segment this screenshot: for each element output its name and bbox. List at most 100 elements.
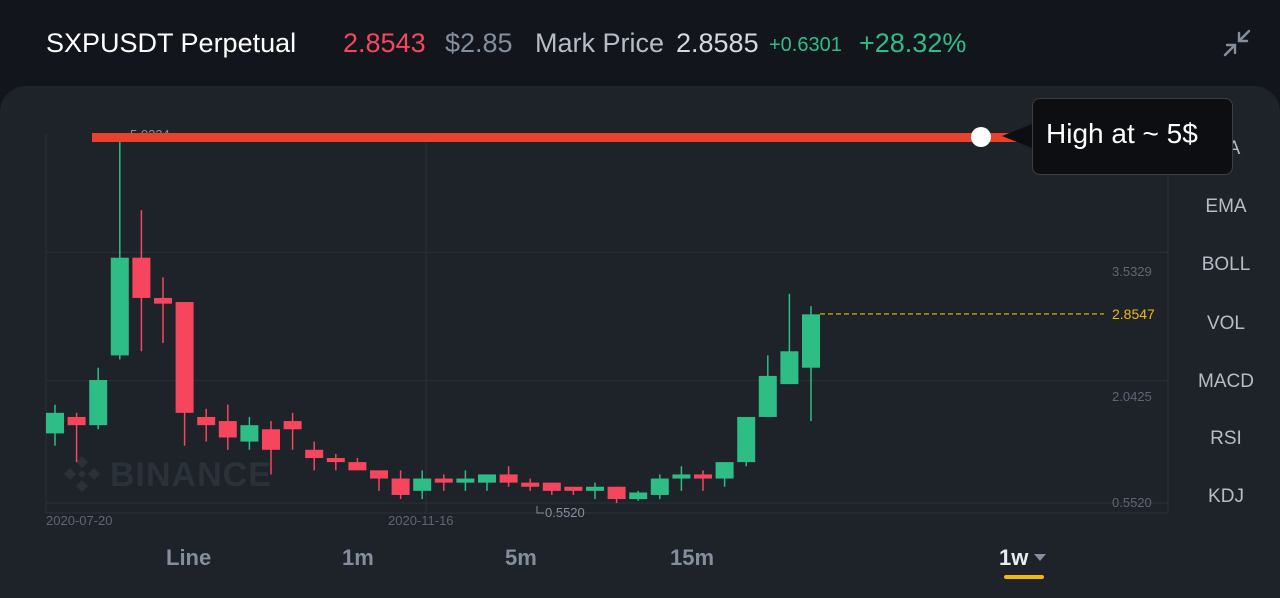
candle (110, 136, 129, 360)
candle (737, 416, 756, 467)
candle-body (67, 416, 86, 426)
candle (391, 470, 410, 500)
candle (607, 486, 626, 504)
candle (521, 478, 540, 491)
candle (46, 404, 64, 446)
last-price: 2.8543 (343, 28, 426, 58)
candle (586, 482, 604, 500)
candle-body (499, 474, 518, 483)
mark-price-label: Mark Price (535, 28, 665, 58)
candle (780, 293, 799, 385)
candlestick-chart[interactable]: BINANCE 3.5329 2.0425 0.5520 2.8547 0.5520… (0, 86, 1280, 598)
candle-body (305, 449, 324, 459)
candle (305, 441, 324, 471)
mark-price-value: 2.8585 (676, 28, 759, 58)
candle (218, 404, 237, 450)
header: SXPUSDT Perpetual 2.8543 $2.85 Mark Pric… (0, 0, 1280, 86)
candle (802, 306, 820, 422)
candle (478, 474, 496, 491)
candle-body (542, 482, 561, 491)
indicator-macd[interactable]: MACD (1198, 371, 1254, 392)
candle-body (218, 421, 237, 438)
candle-body (434, 478, 453, 483)
candle (499, 466, 518, 487)
chart-grid (45, 134, 1169, 514)
active-tab-indicator (1004, 575, 1044, 579)
timeframe-bar: Line 1m 5m 15m 1w (0, 540, 1280, 598)
indicator-vol[interactable]: VOL (1206, 313, 1246, 334)
candle-body (348, 462, 367, 471)
current-price-label: 2.8547 (1112, 306, 1155, 322)
candles (46, 136, 820, 514)
candle-body (240, 425, 259, 442)
tab-1w[interactable]: 1w (999, 545, 1029, 570)
candle-body (737, 416, 756, 463)
price-tick-label: 3.5329 (1112, 264, 1152, 279)
candle (326, 453, 345, 471)
candle (542, 482, 561, 495)
candle (262, 421, 280, 475)
candle-body (715, 462, 734, 479)
indicator-rsi[interactable]: RSI (1210, 428, 1242, 449)
candle-body (326, 458, 345, 463)
candle-body (132, 257, 151, 298)
candle (283, 412, 302, 450)
candle-body (456, 478, 475, 483)
candle-body (197, 416, 216, 426)
candle (348, 458, 367, 471)
candle-body (154, 297, 172, 304)
candle-body (370, 470, 388, 479)
usd-price: $2.85 (445, 28, 513, 58)
candle (434, 474, 453, 491)
candle-body (283, 421, 302, 430)
date-axis: 2020-07-20 2020-11-16 (46, 513, 454, 528)
candle-body (391, 478, 410, 495)
indicator-ema[interactable]: EMA (1205, 196, 1247, 217)
candle (175, 302, 194, 446)
candle-body (175, 302, 194, 413)
candle (650, 474, 669, 500)
change-percent: +28.32% (859, 28, 967, 58)
candle (154, 277, 172, 344)
binance-watermark: BINANCE (64, 456, 272, 494)
candle (413, 470, 432, 500)
chevron-down-icon[interactable] (1034, 554, 1046, 561)
indicator-boll[interactable]: BOLL (1201, 254, 1251, 275)
annotation-text: High at ~ 5$ (1046, 118, 1198, 149)
tab-line[interactable]: Line (166, 545, 212, 570)
indicator-kdj[interactable]: KDJ (1208, 486, 1244, 507)
price-tick-label: 2.0425 (1112, 389, 1152, 404)
candle (694, 470, 712, 491)
candle (370, 470, 388, 491)
candle-body (802, 314, 820, 368)
candle-body (478, 474, 496, 483)
candle-body (586, 486, 604, 491)
tab-15m[interactable]: 15m (670, 545, 715, 570)
collapse-arrows-icon[interactable] (1222, 28, 1252, 58)
candle-body (413, 478, 432, 491)
tab-1m[interactable]: 1m (342, 545, 374, 570)
annotation-handle (971, 127, 991, 147)
date-label-1: 2020-07-20 (46, 513, 113, 528)
low-label: 0.5520 (545, 505, 585, 520)
candle-body (650, 478, 669, 495)
watermark-text: BINANCE (110, 456, 272, 494)
symbol-title[interactable]: SXPUSDT Perpetual (46, 28, 297, 58)
candle-body (110, 257, 129, 356)
candle (456, 470, 475, 491)
candle (564, 486, 583, 495)
candle (67, 412, 86, 463)
price-axis: 3.5329 2.0425 0.5520 (1112, 264, 1152, 510)
candle (629, 490, 648, 501)
candle-body (46, 412, 64, 434)
tab-5m[interactable]: 5m (505, 545, 537, 570)
candle-body (564, 486, 583, 491)
candle (715, 462, 734, 487)
price-tick-label: 0.5520 (1112, 495, 1152, 510)
low-marker (536, 506, 544, 514)
candle-body (521, 482, 540, 487)
candle-body (607, 486, 626, 500)
candle (672, 466, 691, 491)
candle-body (780, 351, 799, 385)
high-annotation-line (92, 133, 1032, 142)
